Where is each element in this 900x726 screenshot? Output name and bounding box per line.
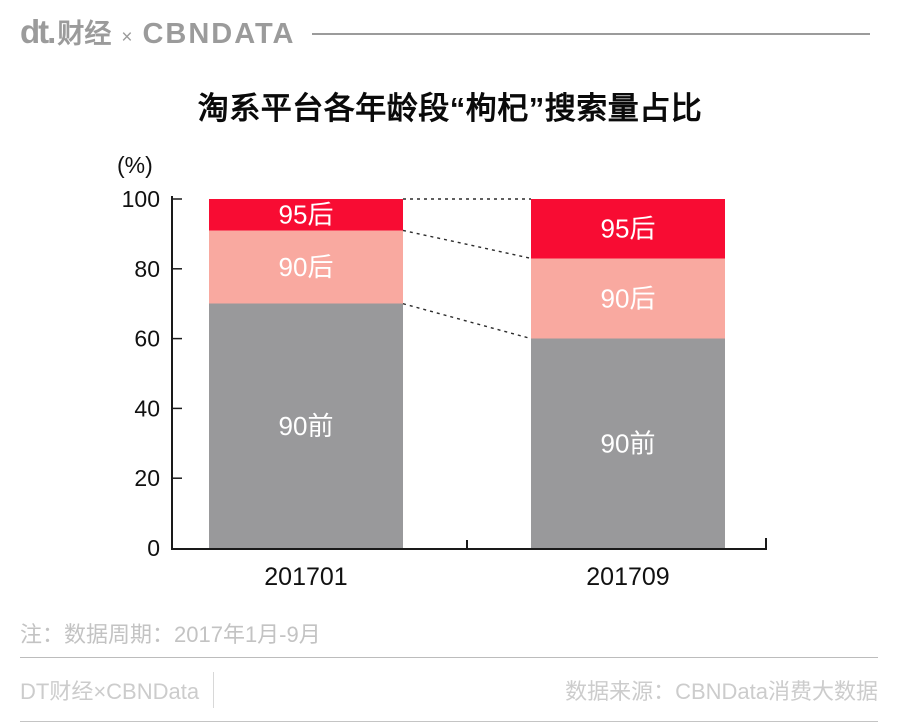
bar-segment-label: 95后: [601, 214, 656, 244]
logo-cbndata-text: CBNDATA: [142, 18, 296, 50]
bar-segment-90前: [209, 303, 403, 548]
footer-brand: DT财经×CBNData: [20, 679, 200, 704]
y-tick-label: 20: [134, 465, 160, 491]
y-tick-label: 100: [122, 186, 160, 212]
header: dt. 财经 × CBNDATA: [20, 12, 870, 51]
bar-segment-90后: [531, 258, 725, 339]
logo-caijing-text: 财经: [57, 19, 112, 49]
bottom-divider: [20, 721, 878, 722]
segment-connector-dashed-line: [402, 229, 532, 260]
bar-segment-label: 90后: [279, 252, 334, 282]
bar-segment-90后: [209, 230, 403, 304]
footer-source: 数据来源：CBNData消费大数据: [565, 679, 878, 704]
chart-title: 淘系平台各年龄段“枸杞”搜索量占比: [197, 91, 703, 126]
footnote: 注：数据周期：2017年1月-9月: [20, 622, 321, 647]
y-axis-unit-label: (%): [117, 152, 153, 178]
x-category-label: 201701: [264, 563, 347, 591]
y-tick-label: 40: [134, 395, 160, 421]
header-divider-line: [311, 32, 870, 35]
bar-segment-95后: [531, 199, 725, 259]
segment-connector-dashed-line: [402, 303, 532, 340]
y-tick-label: 60: [134, 326, 160, 352]
footer: DT财经×CBNData 数据来源：CBNData消费大数据: [20, 663, 878, 717]
footer-top-divider: [20, 657, 878, 658]
y-tick-label: 0: [147, 535, 160, 561]
bar-segment-label: 90后: [601, 283, 656, 313]
bar-segment-90前: [531, 338, 725, 548]
x-category-label: 201709: [586, 563, 669, 591]
bar-segment-label: 90前: [601, 428, 656, 458]
footer-vertical-divider: [213, 672, 215, 708]
logo-times-separator: ×: [121, 27, 133, 48]
bar-segment-label: 95后: [279, 200, 334, 230]
bar-segment-95后: [209, 199, 403, 231]
dt-cbndata-logo: dt. 财经 × CBNDATA: [20, 12, 296, 51]
y-tick-label: 80: [134, 256, 160, 282]
bar-segment-label: 90前: [279, 411, 334, 441]
dt-logo-mark: dt.: [20, 13, 56, 50]
